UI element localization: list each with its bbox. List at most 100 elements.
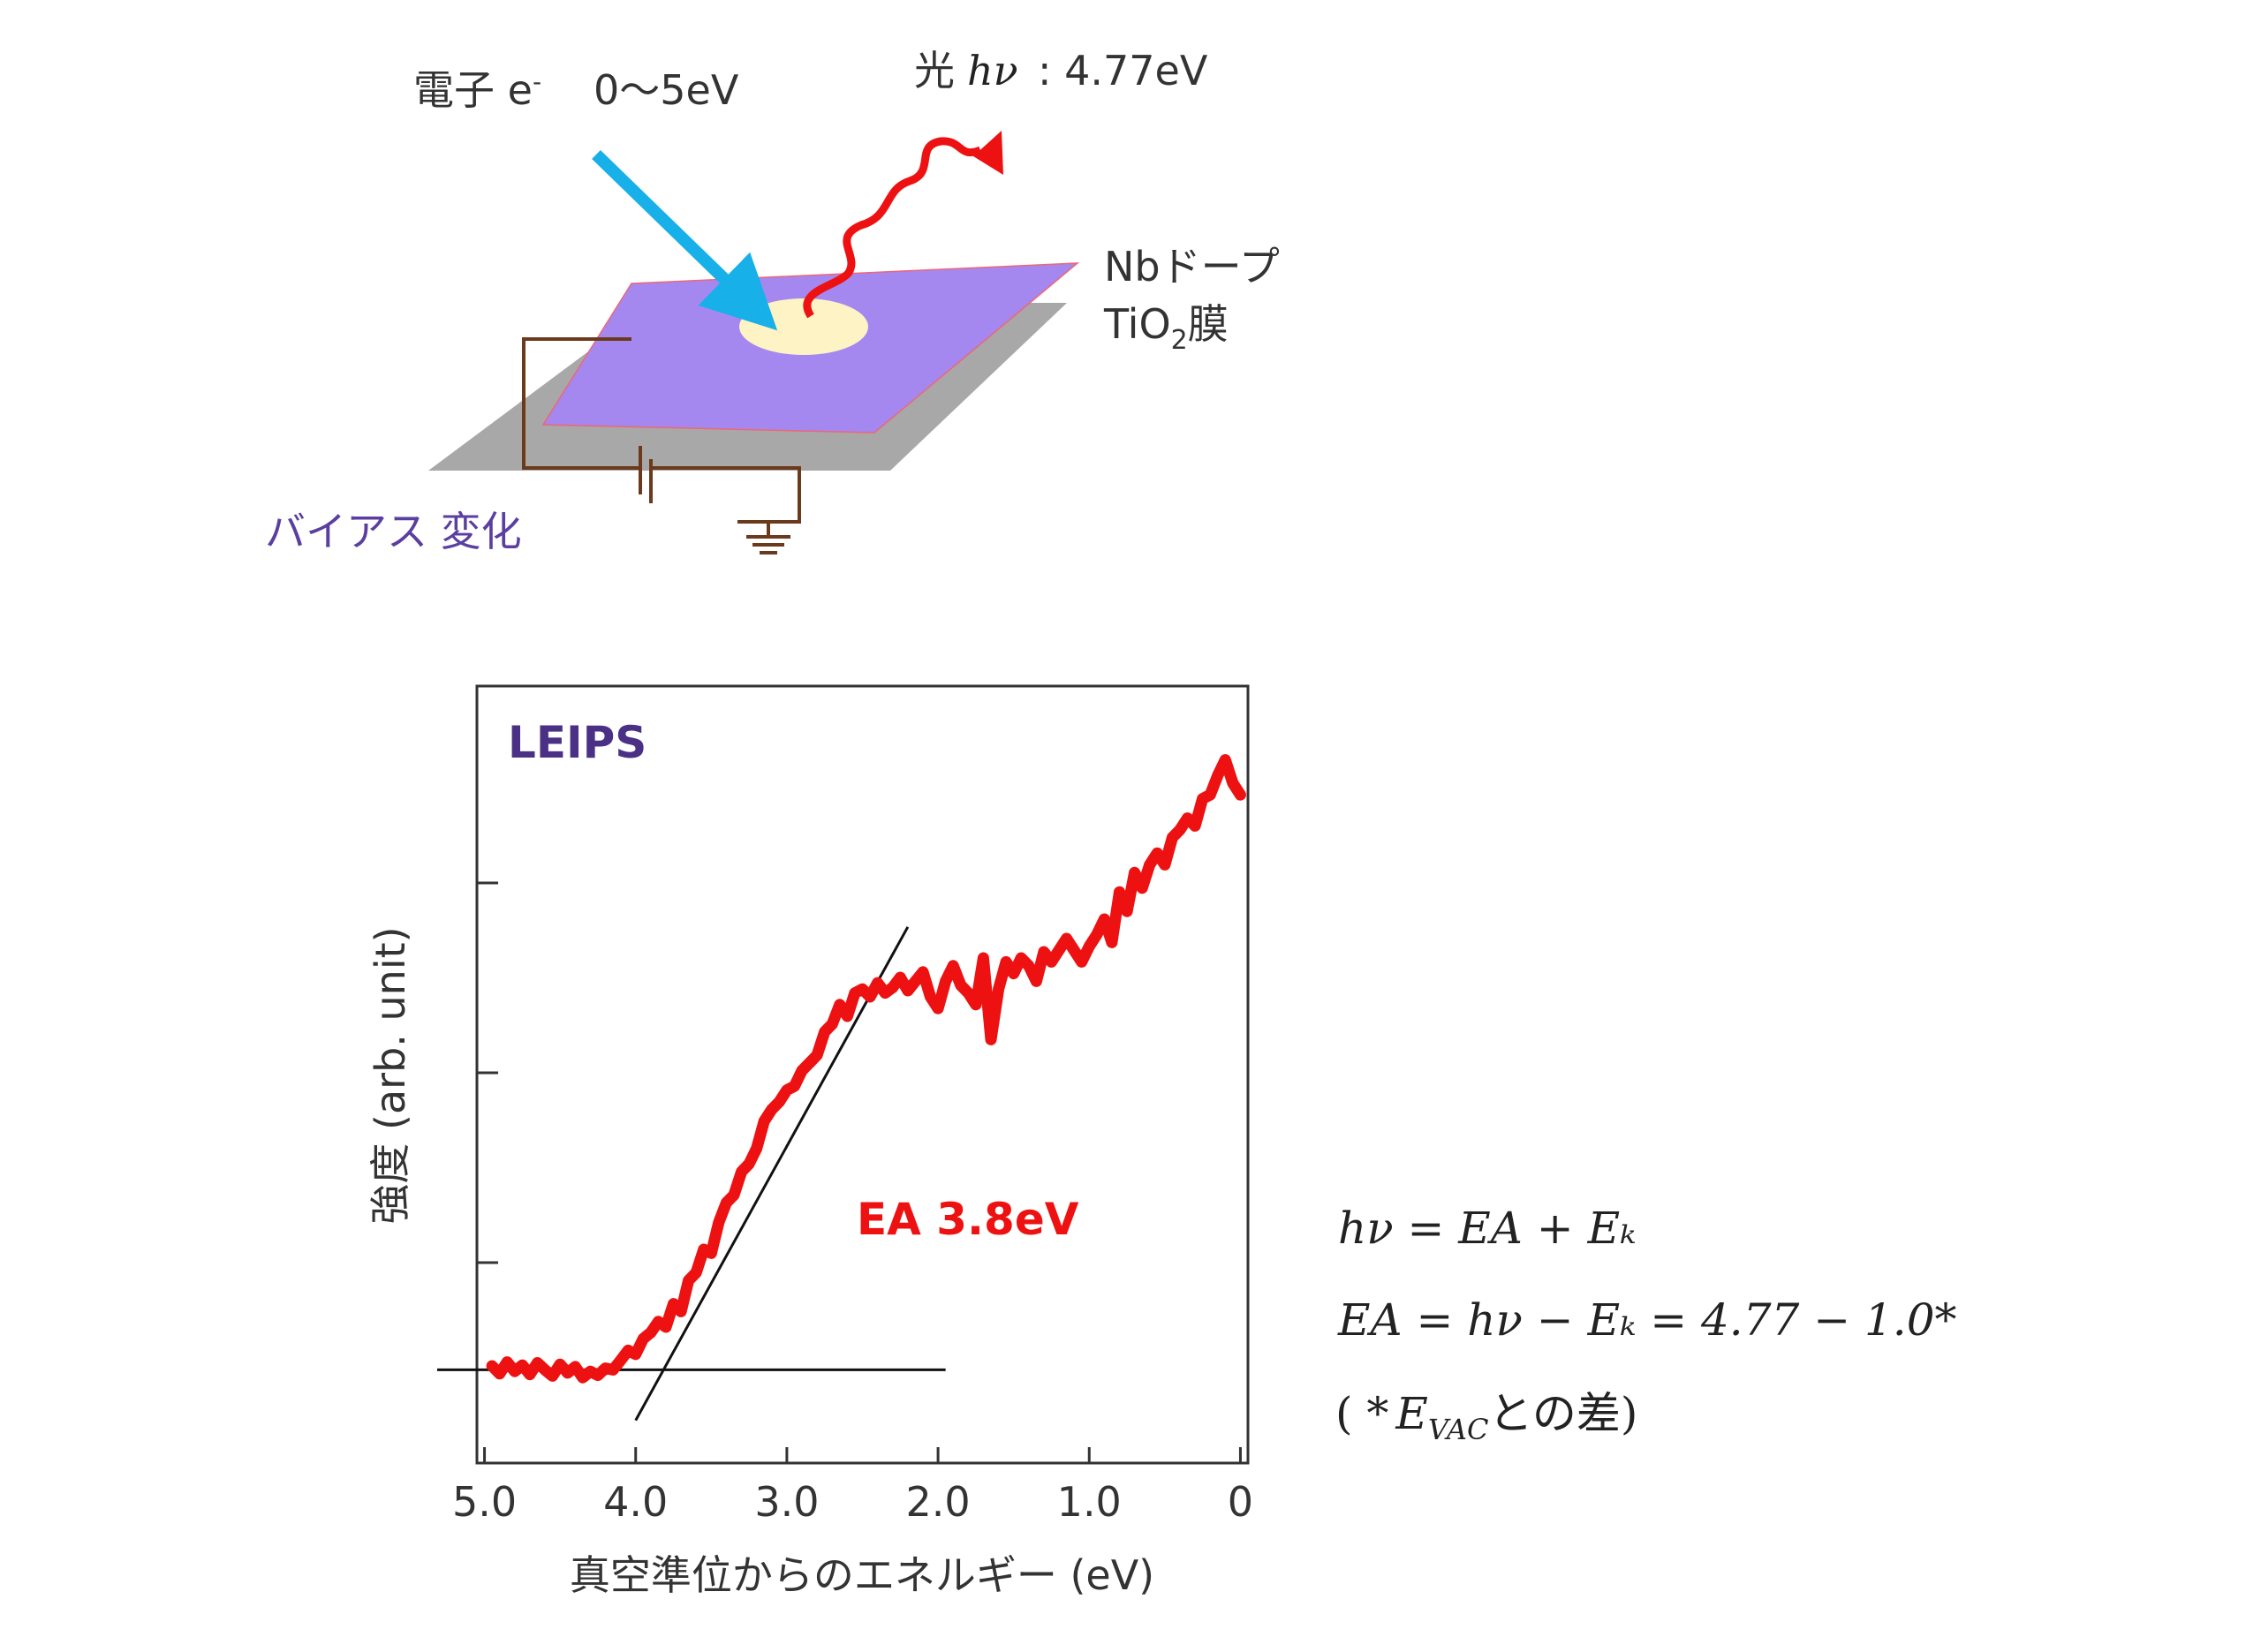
series-point [751, 1143, 762, 1154]
equation-3: ( * EVACとの差) [1335, 1388, 1637, 1446]
series-point [1129, 867, 1140, 879]
series-point [1016, 953, 1027, 963]
series-point [1212, 770, 1223, 781]
photon-arrowhead [973, 131, 1003, 175]
series-point [804, 1057, 815, 1068]
series-point [902, 984, 913, 996]
series-point [691, 1267, 702, 1279]
series-point [729, 1189, 739, 1201]
series-point [1235, 789, 1246, 801]
series-point [948, 960, 959, 971]
x-tick-label: 0 [1228, 1478, 1253, 1526]
plot-frame [475, 684, 1250, 1465]
series-point [1076, 956, 1087, 968]
series-point [1152, 848, 1163, 859]
series-point [1106, 937, 1117, 948]
series-point [540, 1364, 551, 1376]
series-point [494, 1368, 505, 1379]
series-point [774, 1096, 785, 1107]
series-point [683, 1275, 694, 1286]
series-point [887, 982, 898, 993]
series-point [1023, 960, 1034, 971]
series-point [653, 1316, 664, 1327]
series-point [872, 977, 883, 989]
leips-series-points [487, 754, 1246, 1384]
x-tick-label: 1.0 [1057, 1478, 1122, 1526]
series-point [547, 1370, 558, 1382]
series-point [577, 1372, 588, 1384]
series-point [660, 1322, 671, 1332]
series-point [1069, 945, 1080, 956]
equations: hν = EA + Eₖ EA = hν − Eₖ = 4.77 − 1.0* … [1335, 1203, 1957, 1446]
series-point [502, 1356, 513, 1368]
x-tick-label: 4.0 [603, 1478, 668, 1526]
series-point [517, 1360, 528, 1371]
series-point [819, 1026, 830, 1037]
series-point [608, 1364, 619, 1376]
series-point [1031, 976, 1042, 987]
series-point [1182, 812, 1193, 824]
series-point [638, 1333, 649, 1345]
series-point [592, 1369, 603, 1381]
series-point [993, 984, 1004, 995]
series-point [1001, 956, 1012, 968]
series-point [1099, 914, 1110, 924]
x-axis-label: 真空準位からのエネルギー (eV) [570, 1551, 1154, 1599]
series-point [1220, 754, 1231, 766]
electron-arrow [592, 149, 778, 331]
y-tick-marks [477, 881, 498, 1264]
series-point [986, 1034, 996, 1045]
series-point [487, 1361, 498, 1371]
series-point [1061, 933, 1072, 944]
series-point [1038, 946, 1049, 957]
series-point [880, 987, 891, 999]
series-point [834, 999, 845, 1010]
series-point [895, 972, 906, 983]
series-point [1046, 956, 1057, 968]
series-point [562, 1367, 573, 1378]
series-point [736, 1166, 747, 1177]
series-point [744, 1158, 755, 1170]
series-point [1144, 859, 1155, 871]
x-tick-label: 2.0 [906, 1478, 971, 1526]
series-point [857, 984, 868, 995]
series-point [963, 987, 974, 999]
series-point [812, 1050, 823, 1060]
x-tick-label: 3.0 [754, 1478, 819, 1526]
series-point [1084, 940, 1095, 952]
series-point [970, 999, 981, 1010]
light-symbol: hν [967, 47, 1018, 94]
film-label-line1: Nbドープ [1104, 243, 1280, 290]
series-point [713, 1217, 724, 1228]
film-label-line2: TiO2膜 [1103, 300, 1229, 356]
bias-label: バイアス 変化 [265, 508, 522, 555]
bias-circuit [522, 337, 801, 554]
series-point [797, 1065, 808, 1076]
series-point [1227, 778, 1238, 788]
series-point [555, 1359, 566, 1370]
series-point [1091, 929, 1102, 940]
x-tick-label: 5.0 [452, 1478, 517, 1526]
series-point [1159, 859, 1170, 871]
series-point [1054, 945, 1065, 956]
series-point [532, 1357, 543, 1369]
series-point [1167, 832, 1178, 843]
series-point [759, 1115, 770, 1127]
series-point [789, 1081, 800, 1092]
equation-2: EA = hν − Eₖ = 4.77 − 1.0* [1337, 1294, 1957, 1346]
series-point [1174, 824, 1185, 835]
equation-1: hν = EA + Eₖ [1338, 1203, 1636, 1254]
series-point [925, 992, 936, 1002]
series-point [978, 953, 989, 963]
photon-wave [803, 137, 982, 319]
series-point [645, 1327, 656, 1339]
series-point [955, 979, 966, 991]
series-point [827, 1018, 838, 1030]
electron-energy: 0〜5eV [594, 66, 739, 114]
leips-series-line [486, 754, 1246, 1384]
series-point [509, 1366, 520, 1377]
light-energy: : 4.77eV [1038, 47, 1208, 94]
light-label: 光 [914, 47, 955, 94]
series-point [668, 1298, 679, 1309]
